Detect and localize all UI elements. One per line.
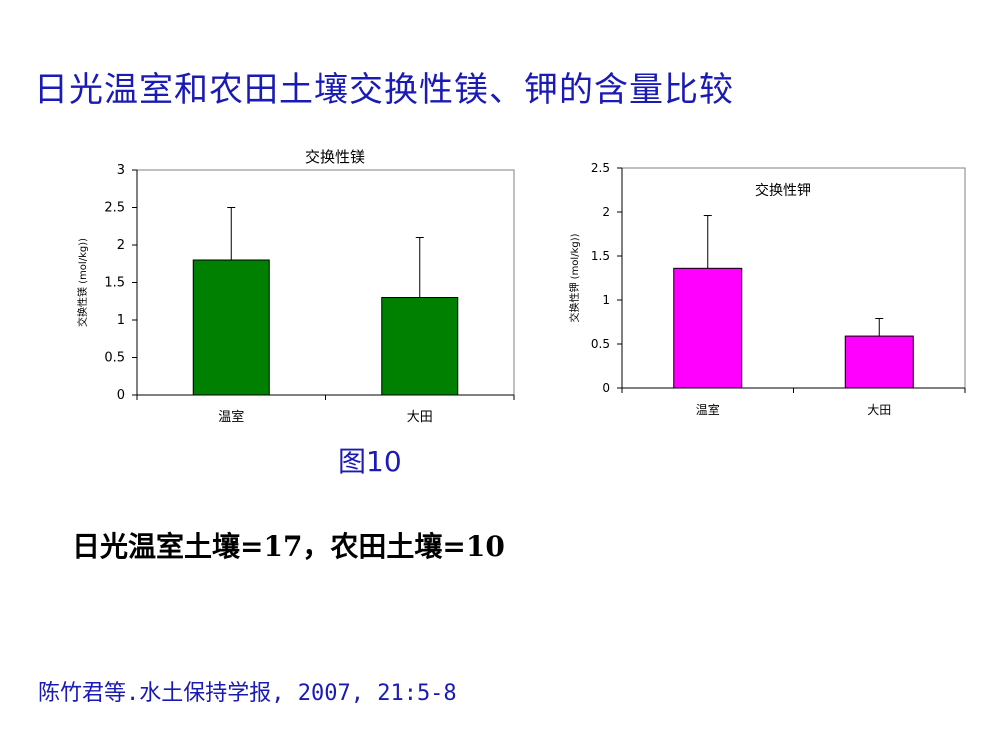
y-tick-label: 3 — [117, 163, 125, 178]
chart-title: 交换性钾 — [755, 182, 811, 199]
y-tick-label: 1.5 — [104, 276, 125, 291]
slide-title: 日光温室和农田土壤交换性镁、钾的含量比较 — [34, 70, 734, 110]
y-tick-label: 1 — [602, 293, 610, 307]
chart-title: 交换性镁 — [305, 148, 365, 166]
x-tick-label: 温室 — [218, 409, 244, 425]
y-axis-label: 交换性钾 (mol/kg)) — [568, 233, 581, 322]
y-tick-label: 0.5 — [591, 337, 610, 351]
y-tick-label: 0 — [117, 388, 125, 403]
y-tick-label: 1.5 — [591, 249, 610, 263]
y-tick-label: 0.5 — [104, 351, 125, 366]
y-tick-label: 2 — [602, 205, 610, 219]
y-tick-label: 0 — [602, 381, 610, 395]
citation: 陈竹君等.水土保持学报, 2007, 21:5-8 — [38, 681, 457, 706]
y-axis-label: 交换性镁 (mol/kg)) — [76, 238, 89, 327]
x-tick-label: 大田 — [407, 410, 433, 425]
bar-2 — [844, 335, 914, 389]
figure-label: 图10 — [338, 445, 402, 478]
x-tick-label: 温室 — [696, 402, 720, 417]
y-tick-label: 2.5 — [591, 161, 610, 175]
y-tick-label: 1 — [117, 313, 125, 328]
ratio-note: 日光温室土壤=17，农田土壤=10 — [72, 530, 505, 563]
x-tick-label: 大田 — [867, 403, 891, 417]
bar-1 — [673, 267, 743, 389]
y-tick-label: 2 — [117, 238, 125, 253]
bar-2 — [381, 297, 459, 396]
bar-1 — [192, 259, 270, 396]
y-tick-label: 2.5 — [104, 201, 125, 216]
